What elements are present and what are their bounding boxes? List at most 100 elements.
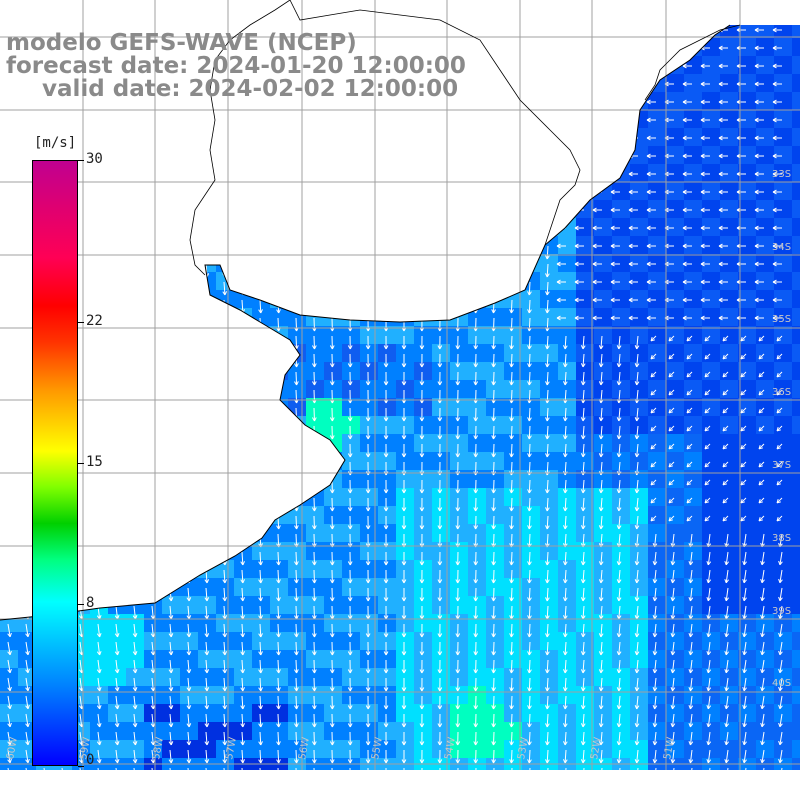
- field-cell: [612, 596, 630, 614]
- wind-arrow: [509, 29, 514, 44]
- wind-arrow: [562, 497, 568, 512]
- wind-arrow: [240, 497, 245, 512]
- field-cell: [324, 596, 342, 614]
- field-cell: [558, 25, 576, 38]
- wind-arrow: [580, 587, 586, 602]
- wind-arrow: [114, 443, 120, 458]
- field-cell: [126, 362, 144, 380]
- wind-arrow: [545, 713, 550, 728]
- field-cell: [450, 740, 468, 758]
- wind-arrow: [437, 101, 443, 116]
- wind-arrow: [437, 749, 443, 764]
- field-cell: [90, 668, 108, 686]
- field-cell: [198, 164, 216, 182]
- field-cell: [108, 650, 126, 668]
- field-cell: [306, 398, 324, 416]
- wind-arrow: [7, 191, 12, 206]
- field-cell: [414, 308, 432, 326]
- wind-arrow: [25, 119, 30, 134]
- wind-arrow: [437, 29, 443, 44]
- field-cell: [594, 218, 612, 236]
- field-cell: [342, 362, 360, 380]
- wind-arrow: [365, 263, 371, 278]
- wind-arrow: [455, 497, 461, 512]
- wind-arrow: [650, 407, 657, 414]
- wind-arrow: [7, 677, 12, 692]
- wind-arrow: [473, 569, 479, 584]
- field-cell: [288, 560, 306, 578]
- field-cell: [756, 25, 774, 38]
- field-cell: [144, 524, 162, 542]
- wind-arrow: [700, 153, 710, 159]
- field-cell: [756, 560, 774, 578]
- field-cell: [306, 434, 324, 452]
- field-cell: [558, 272, 576, 290]
- field-cell: [504, 578, 522, 596]
- field-cell: [684, 146, 702, 164]
- field-cell: [558, 416, 576, 434]
- wind-arrow: [598, 569, 604, 584]
- title-forecast-date: forecast date: 2024-01-20 12:00:00: [6, 53, 466, 79]
- wind-arrow: [646, 171, 656, 177]
- field-cell: [162, 488, 180, 506]
- field-cell: [252, 164, 270, 182]
- wind-arrow: [704, 461, 711, 468]
- field-cell: [630, 632, 648, 650]
- field-cell: [180, 146, 198, 164]
- wind-arrow: [545, 371, 550, 386]
- wind-arrow: [772, 45, 782, 51]
- field-cell: [738, 218, 756, 236]
- field-cell: [162, 560, 180, 578]
- field-cell: [144, 686, 162, 704]
- wind-arrow: [473, 245, 479, 260]
- field-cell: [630, 434, 648, 452]
- wind-arrow: [527, 407, 532, 422]
- field-cell: [666, 56, 684, 74]
- wind-arrow: [150, 299, 156, 314]
- field-cell: [432, 632, 450, 650]
- wind-arrow: [294, 659, 299, 674]
- field-cell: [792, 434, 800, 452]
- field-cell: [648, 776, 666, 794]
- wind-arrow: [222, 605, 228, 620]
- field-cell: [414, 254, 432, 272]
- field-cell: [108, 668, 126, 686]
- field-cell: [0, 164, 18, 182]
- field-cell: [540, 110, 558, 128]
- wind-arrow: [168, 659, 174, 674]
- wind-arrow: [545, 29, 550, 44]
- wind-arrow: [473, 29, 479, 44]
- wind-arrow: [598, 407, 604, 422]
- field-cell: [378, 740, 396, 758]
- field-cell: [288, 200, 306, 218]
- wind-arrow: [222, 101, 228, 116]
- field-cell: [594, 704, 612, 722]
- wind-arrow: [545, 497, 550, 512]
- wind-arrow: [652, 713, 658, 728]
- field-cell: [720, 164, 738, 182]
- wind-arrow: [25, 155, 30, 170]
- field-cell: [558, 506, 576, 524]
- field-cell: [612, 362, 630, 380]
- wind-arrow: [682, 207, 692, 213]
- field-cell: [504, 236, 522, 254]
- field-cell: [774, 398, 792, 416]
- field-cell: [0, 704, 18, 722]
- wind-arrow: [168, 677, 174, 692]
- field-cell: [270, 290, 288, 308]
- field-cell: [756, 740, 774, 758]
- field-cell: [0, 200, 18, 218]
- field-cell: [720, 254, 738, 272]
- wind-arrow: [610, 261, 620, 267]
- field-cell: [0, 506, 18, 524]
- wind-arrow: [401, 101, 407, 116]
- field-cell: [252, 272, 270, 290]
- wind-arrow: [437, 443, 443, 458]
- field-cell: [468, 668, 486, 686]
- field-cell: [756, 200, 774, 218]
- wind-arrow: [652, 623, 658, 638]
- wind-arrow: [383, 515, 389, 530]
- field-cell: [540, 272, 558, 290]
- field-cell: [360, 452, 378, 470]
- wind-arrow: [437, 227, 443, 242]
